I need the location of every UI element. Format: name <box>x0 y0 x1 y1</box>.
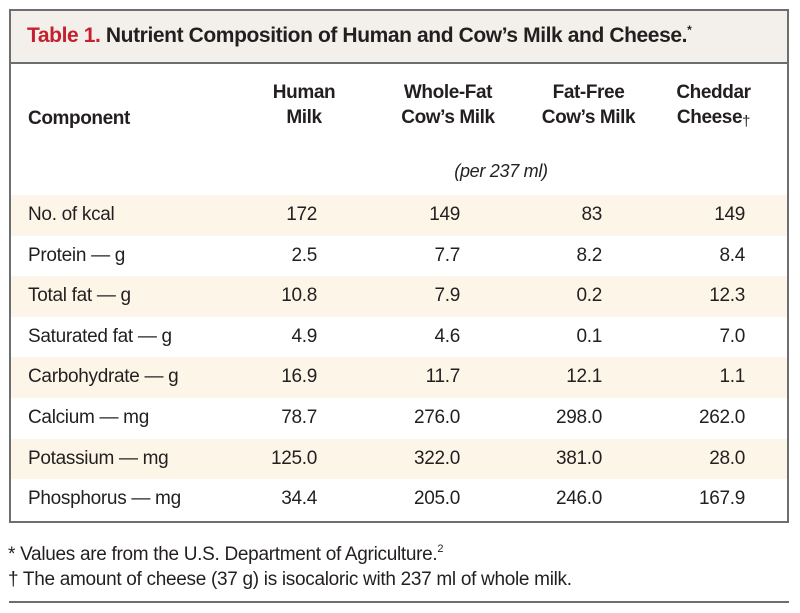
table-frame: Table 1. Nutrient Composition of Human a… <box>9 9 789 523</box>
column-header-fat-free-cows-milk: Fat-Free Cow’s Milk <box>526 80 651 130</box>
cell-cheddar: 12.3 <box>709 285 745 307</box>
cell-whole-fat: 205.0 <box>413 488 460 510</box>
cell-human-milk: 10.8 <box>281 285 317 307</box>
footnote-cheese: † The amount of cheese (37 g) is isocalo… <box>8 567 572 592</box>
footnote-mark: * <box>8 544 16 565</box>
table-row: Calcium — mg 78.7 276.0 298.0 262.0 <box>11 398 787 439</box>
cell-whole-fat: 7.9 <box>434 285 460 307</box>
table-row: Potassium — mg 125.0 322.0 381.0 28.0 <box>11 438 787 480</box>
unit-note: (per 237 ml) <box>454 161 548 181</box>
row-label: Potassium — mg <box>28 447 169 469</box>
table-row: Phosphorus — mg 34.4 205.0 246.0 167.9 <box>11 479 787 520</box>
footnote-mark: † <box>8 569 19 590</box>
table-row: Carbohydrate — g 16.9 11.7 12.1 1.1 <box>11 357 787 398</box>
cell-whole-fat: 322.0 <box>413 447 460 469</box>
row-label: No. of kcal <box>28 204 115 225</box>
cell-whole-fat: 149 <box>429 204 460 225</box>
table-title-bar: Table 1. Nutrient Composition of Human a… <box>11 11 787 64</box>
cell-fat-free: 246.0 <box>555 488 602 510</box>
cell-human-milk: 16.9 <box>281 366 317 388</box>
footnote-text: The amount of cheese (37 g) is isocalori… <box>18 569 572 590</box>
row-label: Calcium — mg <box>28 406 149 428</box>
header-line: Cow’s Milk <box>541 107 636 128</box>
reference-superscript: 2 <box>437 543 444 555</box>
cell-whole-fat: 276.0 <box>413 406 460 428</box>
cell-cheddar: 149 <box>714 204 745 225</box>
table-number: Table 1. <box>27 24 101 47</box>
cell-whole-fat: 11.7 <box>425 366 461 388</box>
cell-human-milk: 34.4 <box>281 488 317 510</box>
table-footnotes: * Values are from the U.S. Department of… <box>8 537 572 592</box>
cell-cheddar: 1.1 <box>719 366 745 388</box>
header-line: Fat-Free <box>552 82 625 103</box>
dagger-footnote-mark: † <box>742 113 751 130</box>
cell-cheddar: 7.0 <box>719 325 745 347</box>
row-label: Saturated fat — g <box>28 325 172 347</box>
footnote-source: * Values are from the U.S. Department of… <box>8 537 572 567</box>
cell-human-milk: 78.7 <box>281 406 317 428</box>
cell-cheddar: 262.0 <box>698 406 745 428</box>
cell-fat-free: 12.1 <box>566 366 602 388</box>
cell-whole-fat: 4.6 <box>434 325 460 347</box>
cell-fat-free: 0.2 <box>576 285 602 307</box>
cell-human-milk: 4.9 <box>291 325 317 347</box>
table-row: Saturated fat — g 4.9 4.6 0.1 7.0 <box>11 317 787 358</box>
row-label: Phosphorus — mg <box>28 488 181 510</box>
table-title-text: Nutrient Composition of Human and Cow’s … <box>100 24 688 47</box>
cell-cheddar: 167.9 <box>698 488 745 510</box>
cell-fat-free: 0.1 <box>576 325 602 347</box>
cell-human-milk: 125.0 <box>270 447 317 469</box>
footnote-text: Values are from the U.S. Department of A… <box>15 544 438 565</box>
header-line: Cheddar <box>676 82 751 103</box>
header-line: Whole-Fat <box>403 82 493 103</box>
row-label: Total fat — g <box>28 285 131 307</box>
header-line: Cheese† <box>661 105 766 134</box>
cell-cheddar: 28.0 <box>709 447 745 469</box>
column-header-whole-fat-cows-milk: Whole-Fat Cow’s Milk <box>383 80 513 130</box>
cell-whole-fat: 7.7 <box>434 244 460 266</box>
cell-fat-free: 298.0 <box>555 406 602 428</box>
column-header-component: Component <box>28 108 130 129</box>
table-title: Table 1. Nutrient Composition of Human a… <box>27 23 692 48</box>
header-line: Cow’s Milk <box>401 107 495 128</box>
header-line: Human <box>272 82 336 103</box>
column-header-cheddar-cheese: Cheddar Cheese† <box>661 80 766 134</box>
table-body: No. of kcal 172 149 83 149 Protein — g 2… <box>11 195 787 520</box>
bottom-rule-divider <box>9 601 789 603</box>
cell-human-milk: 2.5 <box>291 244 317 266</box>
title-footnote-mark: * <box>687 23 692 37</box>
table-row: No. of kcal 172 149 83 149 <box>11 195 787 236</box>
row-label: Protein — g <box>28 244 126 266</box>
table-row: Total fat — g 10.8 7.9 0.2 12.3 <box>11 276 787 317</box>
cell-fat-free: 83 <box>581 204 602 225</box>
header-text: Cheese <box>676 107 743 128</box>
table-row: Protein — g 2.5 7.7 8.2 8.4 <box>11 236 787 277</box>
cell-fat-free: 8.2 <box>576 244 602 266</box>
cell-fat-free: 381.0 <box>555 447 602 469</box>
cell-human-milk: 172 <box>286 204 317 225</box>
header-line: Milk <box>286 107 322 128</box>
cell-cheddar: 8.4 <box>719 244 745 266</box>
column-header-human-milk: Human Milk <box>254 80 354 130</box>
row-label: Carbohydrate — g <box>28 366 179 388</box>
